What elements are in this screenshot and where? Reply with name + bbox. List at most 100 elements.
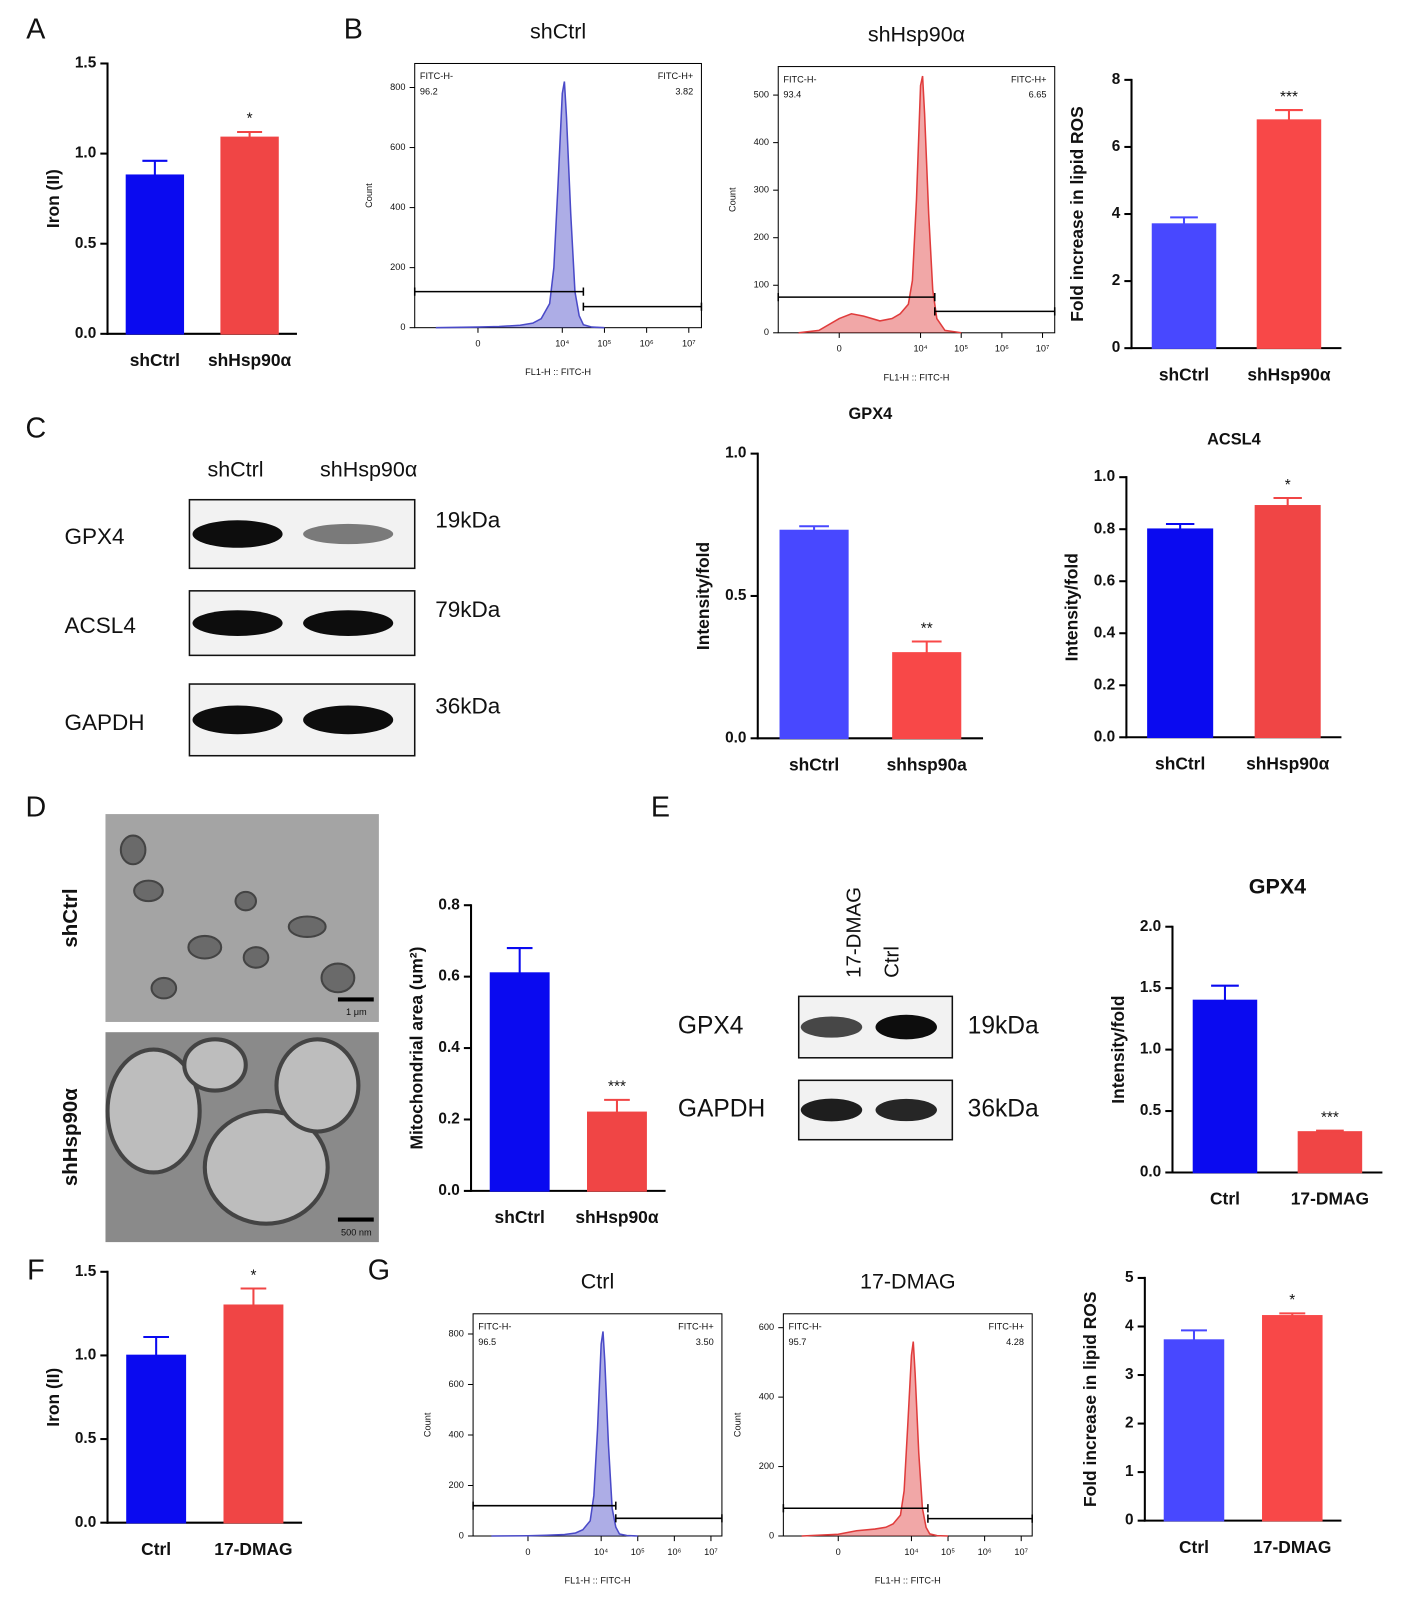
organelle [242,946,270,969]
gate-name: FITC-H+ [678,1322,714,1332]
bar [1262,1315,1323,1522]
y-tick-label: 1.0 [75,1346,96,1363]
x-tick-label: shhsp90a [887,755,968,775]
error-bar [911,640,942,653]
bar [1256,119,1322,349]
significance-label: ** [921,620,933,637]
chart-title: 17-DMAG [860,1270,956,1294]
organelle [105,1047,202,1175]
x-tick-label: 0 [837,344,842,354]
y-tick-label: 800 [449,1328,464,1338]
gate-name: FITC-H- [478,1322,511,1332]
chart-title: GPX4 [1249,874,1306,898]
gate-percent: 6.65 [1029,90,1047,100]
y-tick-label: 3 [1125,1366,1134,1383]
lane-label: shCtrl [207,458,263,482]
protein-label: GAPDH [678,1096,765,1123]
error-bar [1279,1312,1306,1316]
size-label: 36kDa [968,1096,1039,1123]
gate-name: FITC-H+ [1011,74,1047,84]
plot-frame [472,1313,723,1537]
organelle [133,879,164,903]
x-axis-label: FL1-H :: FITC-H [883,372,949,382]
gate-percent: 3.50 [696,1337,714,1347]
y-tick-label: 200 [390,262,405,272]
histogram-area [798,75,962,334]
y-tick-label: 0.5 [75,1430,97,1447]
y-tick-label: 800 [390,82,405,92]
organelle [150,976,178,1000]
chart-title: shCtrl [530,19,586,43]
y-tick-label: 0.2 [438,1111,459,1128]
gate-name: FITC-H- [420,71,453,81]
blot-band [303,610,394,637]
figure-content: A B C D E F G Iron (II) 0.0 0.5 1.0 1.5 shCtrl shHsp9… [25,13,1383,1585]
x-tick-label: shCtrl [495,1207,545,1227]
x-tick-label: 10⁵ [597,339,611,349]
error-bar [142,159,168,176]
gate-percent: 96.5 [478,1337,496,1347]
y-tick-label: 1.5 [75,1263,97,1280]
bar [1147,528,1214,739]
y-tick-label: 6 [1112,138,1121,155]
error-bar [143,1336,170,1356]
y-tick-label: 0.6 [438,968,459,985]
organelle [202,1108,330,1226]
y-tick-label: 0.0 [1140,1164,1161,1181]
y-tick-label: 0 [764,327,769,337]
blot-band [800,1098,863,1122]
bar [1151,223,1217,349]
y-tick-label: 500 [754,90,769,100]
x-tick-label: shCtrl [130,350,180,370]
y-tick-label: 1.5 [75,55,97,72]
panel-label: G [368,1254,390,1286]
x-tick-label: 10⁶ [667,1547,681,1557]
y-tick-label: 0.6 [1094,572,1115,589]
size-label: 19kDa [435,508,501,533]
y-tick-label: 0.8 [1094,520,1116,537]
blot-band [875,1098,937,1122]
gate-line [927,1514,1033,1523]
organelle [320,962,356,994]
error-bar [240,1287,267,1306]
panel-label: B [344,13,363,45]
organelle [234,890,258,912]
y-axis-label: Fold increase in lipid ROS [1067,106,1087,322]
x-tick-label: Ctrl [1210,1189,1240,1209]
y-axis-label: Fold increase in lipid ROS [1080,1292,1100,1508]
gate-name: FITC-H+ [658,71,694,81]
blot-band [303,523,394,545]
bar [125,174,185,335]
x-axis-label: FL1-H :: FITC-H [565,1575,631,1585]
y-axis-label: Count [422,1412,432,1437]
y-tick-label: 0 [459,1530,464,1540]
x-tick-label: shHsp90α [575,1207,658,1227]
y-tick-label: 1 [1125,1463,1134,1480]
y-tick-label: 0.0 [1094,728,1115,745]
y-tick-label: 100 [754,280,769,290]
y-tick-label: 600 [390,142,405,152]
significance-label: * [250,1267,256,1284]
y-tick-label: 600 [449,1379,464,1389]
gate-name: FITC-H- [788,1322,821,1332]
error-bar [1170,216,1198,225]
error-bar [1273,496,1302,506]
gate-name: FITC-H+ [988,1322,1024,1332]
y-tick-label: 0 [400,322,405,332]
y-tick-label: 1.0 [725,445,746,462]
blot-band [875,1014,937,1040]
bar [126,1354,187,1524]
bar [779,529,849,740]
x-tick-label: 10⁷ [682,339,696,349]
y-tick-label: 200 [449,1480,464,1490]
gate-percent: 3.82 [675,87,693,97]
x-tick-label: 10⁷ [704,1547,718,1557]
x-tick-label: shCtrl [1155,754,1205,774]
lane-label: shHsp90α [320,458,417,482]
organelle [119,834,147,866]
y-axis-label: Mitochondrial area (um²) [406,947,426,1150]
x-tick-label: 10⁷ [1036,344,1050,354]
size-label: 19kDa [968,1013,1039,1040]
y-tick-label: 2 [1125,1415,1134,1432]
x-tick-label: 0 [836,1547,841,1557]
